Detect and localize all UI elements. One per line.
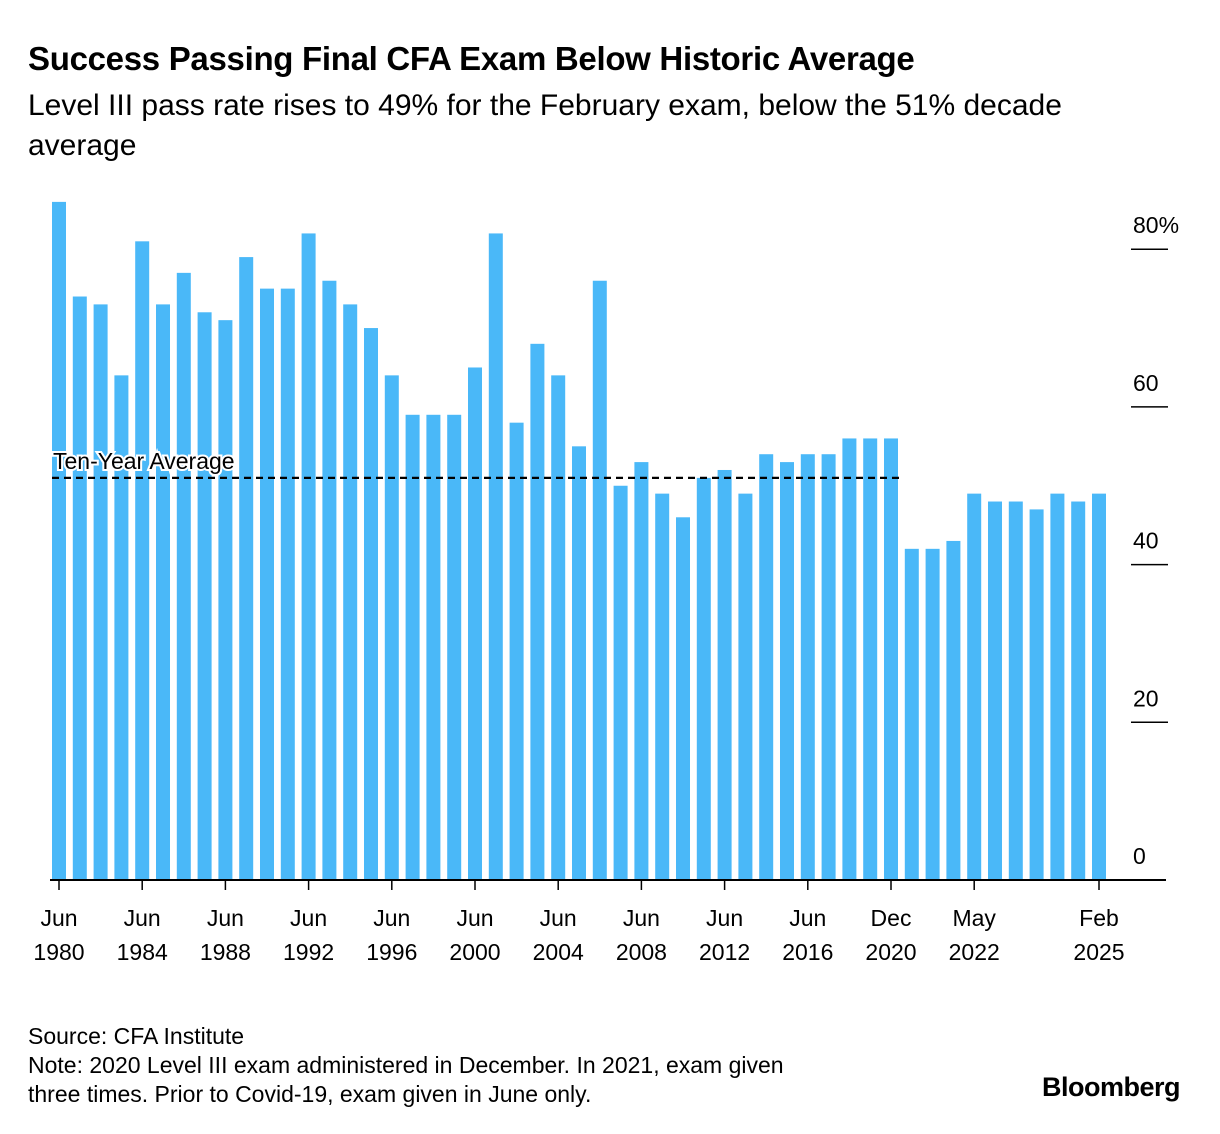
bar-jun-1994 (343, 304, 358, 880)
x-tick-label-month: Dec (871, 905, 912, 931)
bar-feb-2025 (1092, 493, 1106, 880)
average-label: Ten-Year Average (53, 448, 235, 474)
y-tick-label: 60 (1133, 370, 1159, 396)
x-tick-label-year: 2016 (782, 939, 833, 965)
bar-jun-1995 (364, 328, 378, 880)
bar-jun-2006 (592, 280, 607, 880)
x-tick-label-month: Jun (623, 905, 660, 931)
bar-jun-1999 (447, 414, 462, 880)
y-tick-label: 20 (1133, 685, 1159, 711)
bar-jun-2011 (696, 477, 711, 880)
bar-jun-2016 (800, 454, 815, 880)
bar-aug-2023 (1029, 509, 1044, 880)
bar-jun-1989 (239, 257, 254, 881)
x-tick-label-month: Jun (207, 905, 244, 931)
x-tick-label-year: 1988 (200, 939, 251, 965)
x-tick-label-month: Feb (1079, 905, 1119, 931)
bar-jun-1992 (301, 233, 316, 880)
bar-jun-2018 (842, 438, 857, 880)
note-line-1: Note: 2020 Level III exam administered i… (28, 1052, 784, 1078)
x-tick-label-year: 2022 (949, 939, 1000, 965)
x-tick-label-month: Jun (290, 905, 327, 931)
bar-may-2022 (967, 493, 982, 880)
x-tick-label-year: 2020 (865, 939, 916, 965)
bar-jun-1998 (426, 414, 441, 880)
bar-jun-2014 (759, 454, 774, 880)
y-tick-label: 0 (1133, 843, 1146, 869)
x-tick-label-month: Jun (540, 905, 577, 931)
bar-jun-2010 (676, 517, 690, 880)
x-tick-label-month: May (952, 905, 996, 931)
bar-jun-1997 (405, 414, 420, 880)
bar-dec-2020 (884, 438, 898, 880)
y-tick-label: 80% (1133, 212, 1179, 238)
bar-jun-1996 (384, 375, 399, 880)
note-line-2: three times. Prior to Covid-19, exam giv… (28, 1081, 592, 1107)
x-tick-label-year: 1996 (366, 939, 417, 965)
x-tick-label-month: Jun (456, 905, 493, 931)
bar-series (52, 201, 1106, 881)
bar-jun-2001 (488, 233, 503, 880)
x-tick-label-year: 1984 (117, 939, 168, 965)
y-axis: 0 20 40 60 80% (1131, 212, 1179, 869)
bloomberg-logo: Bloomberg (1041, 1072, 1181, 1102)
x-tick-label-year: 2008 (616, 939, 667, 965)
x-axis: Jun 1980 Jun 1984 Jun 1988 Jun 1992 Jun 1996 Jun 20… (33, 879, 1166, 965)
x-tick-label-year: 1992 (283, 939, 334, 965)
x-tick-label-month: Jun (40, 905, 77, 931)
bar-may-2023 (1008, 501, 1023, 880)
bar-jun-1985 (156, 304, 170, 880)
bar-jun-2003 (530, 343, 545, 880)
bar-jun-2015 (780, 462, 794, 880)
x-tick-label-month: Jun (124, 905, 161, 931)
bar-jun-1991 (280, 288, 295, 881)
bar-jun-2012 (717, 469, 732, 880)
bar-jun-2009 (655, 493, 670, 880)
x-tick-label-year: 2000 (449, 939, 500, 965)
x-tick-label-year: 1980 (33, 939, 84, 965)
bar-jun-2013 (738, 493, 753, 880)
bar-feb-2024 (1050, 493, 1065, 880)
bar-nov-2021 (946, 540, 961, 880)
bar-jun-2019 (863, 438, 878, 880)
bar-jun-2007 (613, 485, 628, 880)
x-tick-label-month: Jun (373, 905, 410, 931)
y-tick-label: 40 (1133, 528, 1159, 554)
bar-aug-2024 (1071, 501, 1086, 880)
bar-jun-1993 (322, 280, 337, 880)
footer-notes: Source: CFA Institute Note: 2020 Level I… (28, 1022, 784, 1109)
chart-subtitle: Level III pass rate rises to 49% for the… (28, 89, 1062, 162)
bar-jun-1980 (52, 201, 66, 880)
bar-jun-1986 (176, 272, 191, 880)
bar-jun-2017 (821, 454, 836, 880)
x-tick-label-month: Jun (706, 905, 743, 931)
ten-year-average: Ten-Year Average (51, 446, 903, 479)
bar-jun-1987 (197, 312, 212, 880)
bar-chart: Ten-Year Average 0 20 40 60 80% Jun 1980 Jun 19… (33, 201, 1179, 965)
bar-jun-2000 (468, 367, 482, 880)
bar-jun-2004 (551, 375, 566, 880)
bar-jun-2005 (572, 446, 586, 880)
x-tick-label-year: 2004 (533, 939, 584, 965)
bar-jun-1983 (114, 375, 129, 880)
x-tick-label-year: 2012 (699, 939, 750, 965)
bar-nov-2022 (988, 501, 1002, 880)
bar-jun-1982 (93, 304, 108, 880)
x-tick-label-month: Jun (789, 905, 826, 931)
bar-jun-1981 (72, 296, 87, 880)
chart-title: Success Passing Final CFA Exam Below His… (28, 40, 915, 77)
source-text: Source: CFA Institute (28, 1023, 245, 1049)
bar-jun-1990 (260, 288, 274, 881)
bar-mar-2021 (904, 548, 919, 880)
bar-jun-1988 (218, 320, 233, 880)
x-tick-label-year: 2025 (1073, 939, 1124, 965)
bar-jul-2021 (925, 548, 940, 880)
bar-jun-2008 (634, 462, 649, 880)
bar-jun-1984 (135, 241, 150, 880)
bar-jun-2002 (509, 422, 524, 880)
